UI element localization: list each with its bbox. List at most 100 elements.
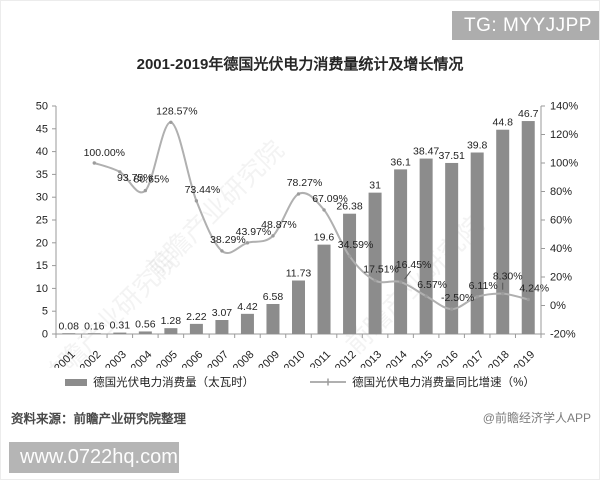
bar: [87, 333, 101, 334]
line-value-label: 17.51%: [363, 264, 399, 276]
bar-value-label: 0.56: [135, 318, 156, 330]
bar: [240, 313, 254, 334]
bar: [445, 162, 459, 334]
x-axis-label: 2005: [154, 349, 180, 368]
bar-value-label: 44.8: [492, 117, 513, 129]
bar: [317, 244, 331, 334]
line-value-label: 34.59%: [338, 239, 374, 251]
chart-legend: 德国光伏电力消费量（太瓦时） 德国光伏电力消费量同比增速（%）: [1, 374, 599, 390]
bar: [215, 320, 229, 334]
line-point: [373, 278, 377, 283]
bar: [419, 158, 433, 334]
x-axis-label: 2017: [461, 349, 487, 368]
bar: [521, 121, 535, 334]
line-point: [92, 161, 96, 165]
bar-value-label: 19.6: [314, 232, 335, 244]
line-point: [271, 234, 275, 238]
x-axis-label: 2008: [231, 349, 257, 368]
right-axis-tick-label: 40%: [550, 243, 572, 255]
bar-value-label: 37.51: [439, 150, 465, 162]
bar: [138, 331, 152, 334]
line-value-label: 78.27%: [287, 177, 323, 189]
line-value-label: 38.29%: [210, 234, 246, 246]
bar-value-label: 2.22: [186, 311, 207, 323]
bar-value-label: 1.28: [161, 315, 182, 327]
bar: [113, 332, 127, 334]
bar-value-label: 26.38: [336, 201, 362, 213]
bar: [343, 213, 357, 334]
bar-value-label: 0.16: [84, 320, 105, 332]
x-axis-label: 2007: [205, 349, 231, 368]
site-watermark: www.0722hq.com: [9, 442, 179, 473]
bar: [292, 280, 305, 334]
line-value-label: 48.87%: [261, 219, 297, 231]
line-value-label: 100.00%: [84, 147, 125, 159]
bar-value-label: 11.73: [286, 268, 312, 280]
x-axis-label: 2003: [103, 349, 129, 368]
line-point: [449, 307, 454, 311]
line-point: [169, 120, 173, 124]
bar-series-marker-icon: [65, 378, 88, 386]
x-axis-label: 2004: [129, 349, 155, 368]
bar-value-label: 0.08: [59, 321, 80, 333]
x-axis-label: 2006: [180, 349, 206, 368]
right-axis-tick-label: -20%: [550, 329, 576, 341]
publisher-credit: @前瞻经济学人APP: [482, 411, 591, 425]
bar-value-label: 39.8: [467, 140, 488, 152]
line-point: [220, 249, 224, 253]
x-axis-label: 2009: [256, 349, 282, 368]
line-point: [424, 294, 428, 298]
left-axis-tick-label: 30: [36, 192, 48, 204]
x-axis-label: 2011: [308, 349, 333, 368]
line-point: [501, 291, 505, 296]
bar: [368, 192, 382, 334]
bar: [394, 169, 408, 334]
right-axis-tick-label: 140%: [550, 101, 578, 113]
label-leader-line: [404, 270, 412, 280]
line-series-marker-icon: [310, 378, 347, 386]
bar-value-label: 46.7: [518, 108, 539, 120]
bar-value-label: 0.31: [110, 320, 131, 332]
bar-value-label: 6.58: [263, 291, 284, 303]
legend-item-consumption: 德国光伏电力消费量（太瓦时）: [65, 374, 254, 390]
bar: [164, 328, 178, 334]
right-axis-tick-label: 60%: [550, 215, 572, 227]
bar: [496, 129, 510, 334]
line-point: [322, 208, 326, 212]
line-value-label: 80.65%: [134, 174, 170, 186]
line-value-label: 67.09%: [312, 193, 348, 205]
left-axis-tick-label: 15: [36, 260, 48, 272]
bar-value-label: 38.47: [413, 146, 439, 158]
line-value-label: 43.97%: [236, 226, 272, 238]
line-point: [194, 199, 199, 203]
bar-value-label: 31: [369, 180, 381, 192]
legend-label-growth: 德国光伏电力消费量同比增速（%）: [352, 377, 535, 389]
line-value-label: 16.45%: [396, 259, 432, 271]
line-value-label: 6.11%: [469, 280, 498, 292]
chart-title: 2001-2019年德国光伏电力消费量统计及增长情况: [136, 56, 464, 73]
line-point: [475, 295, 479, 299]
left-axis-tick-label: 20: [36, 237, 48, 249]
left-axis-tick-label: 0: [42, 329, 48, 341]
x-axis-label: 2018: [486, 349, 512, 368]
tg-badge: TG: MYYJJPP: [452, 11, 599, 40]
x-axis-label: 2019: [512, 349, 538, 368]
x-axis-label: 2014: [384, 349, 410, 368]
right-axis-tick-label: 20%: [550, 272, 572, 284]
line-value-label: -2.50%: [441, 292, 474, 304]
x-axis-label: 2016: [435, 349, 461, 368]
line-point: [296, 192, 301, 196]
right-axis-tick-label: 120%: [550, 129, 578, 141]
line-point: [526, 297, 530, 302]
line-value-label: 93.75%: [117, 172, 153, 184]
left-axis-tick-label: 40: [36, 146, 48, 158]
line-value-label: 4.24%: [519, 282, 549, 294]
line-point: [118, 170, 122, 174]
line-point: [143, 188, 148, 193]
left-axis-tick-label: 10: [36, 283, 48, 295]
legend-label-consumption: 德国光伏电力消费量（太瓦时）: [93, 377, 255, 389]
right-axis-tick-label: 0%: [550, 300, 566, 312]
data-source-note: 资料来源：前瞻产业研究院整理: [11, 412, 187, 426]
right-axis-tick-label: 100%: [550, 158, 578, 170]
line-point: [245, 241, 250, 245]
